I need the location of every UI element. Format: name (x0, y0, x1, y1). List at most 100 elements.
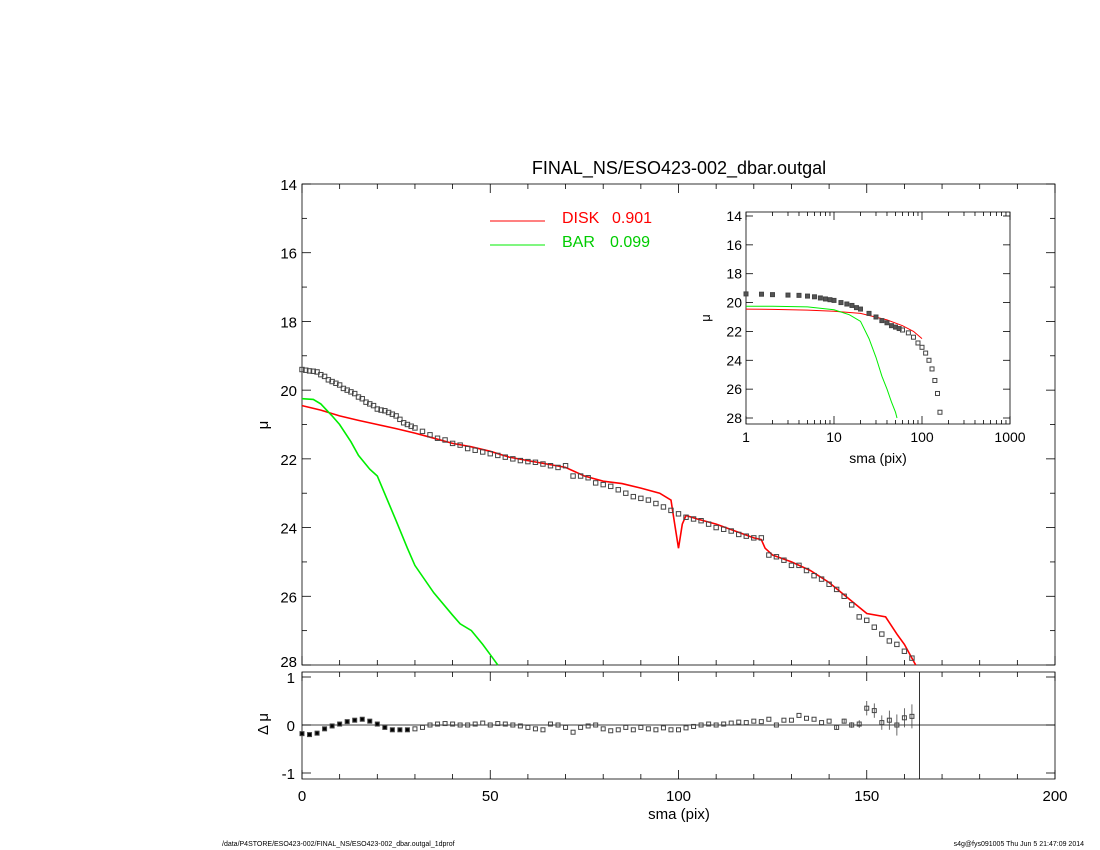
residual-point-marker (834, 724, 840, 730)
data-point-marker (310, 368, 316, 374)
data-point-marker (901, 648, 908, 654)
residual-point-marker (435, 721, 441, 727)
data-point-marker (660, 504, 667, 510)
data-point-marker (434, 435, 441, 441)
data-point-marker (773, 554, 780, 560)
data-point-marker (841, 593, 847, 599)
residual-point-marker (751, 718, 757, 724)
data-point-marker (781, 557, 787, 563)
data-point-marker (321, 373, 328, 380)
residual-point-marker (389, 727, 395, 733)
data-point-marker (352, 390, 358, 397)
data-point-marker (592, 480, 599, 486)
inset-data-point-marker (827, 297, 833, 303)
residual-point-marker (532, 726, 538, 732)
residual-point-marker (472, 721, 478, 727)
inset-data-point-marker (888, 323, 894, 329)
data-point-marker (555, 464, 561, 471)
residual-point-marker (788, 717, 794, 723)
residual-point-marker (344, 719, 350, 725)
inset-data-point-marker (899, 327, 905, 333)
main-y-tick-label: 28 (280, 654, 297, 671)
residual-point-marker (540, 727, 546, 733)
data-point-marker (848, 602, 855, 608)
residual-point-marker (713, 722, 719, 728)
residual-point-marker (819, 720, 825, 726)
inset-data-point-marker (758, 291, 764, 297)
data-point-marker (495, 452, 501, 459)
inset-x-axis: 1 10 100 1000 (742, 212, 1026, 445)
main-series-group (299, 366, 917, 666)
data-point-marker (871, 624, 877, 630)
data-point-marker (751, 535, 757, 541)
data-point-marker (378, 407, 384, 413)
inset-data-point-marker (785, 292, 791, 298)
data-point-marker (720, 526, 727, 532)
inset-y-tick-label: 28 (726, 410, 742, 426)
x-axis-label: sma (pix) (648, 806, 710, 823)
residual-series-group (299, 672, 1055, 779)
inset-data-point-marker (934, 390, 940, 396)
data-point-marker (397, 416, 403, 423)
data-point-marker (736, 531, 742, 538)
residual-point-marker (660, 725, 666, 731)
main-y-tick-label: 18 (280, 314, 297, 331)
data-point-marker (502, 454, 509, 460)
x-tick-label: 0 (298, 788, 306, 805)
inset-plot: 14 16 18 20 22 24 26 28 1 10 100 1000 μ sma (pix) (698, 208, 1026, 466)
residual-point-marker (299, 731, 305, 737)
data-point-marker (811, 572, 817, 579)
residual-point-marker (593, 722, 599, 728)
residual-point-marker (374, 721, 380, 727)
residual-y-tick-label: -1 (282, 766, 295, 783)
inset-y-axis-label: μ (698, 314, 713, 322)
data-point-marker (826, 581, 832, 587)
residual-point-marker (766, 716, 772, 722)
inset-y-tick-label: 26 (726, 381, 742, 397)
inset-data-point-marker (915, 340, 921, 346)
data-point-marker (833, 586, 840, 593)
inset-data-point-marker (796, 292, 802, 298)
residual-point-marker (510, 722, 516, 728)
data-point-marker (510, 456, 516, 462)
residual-plot: -101 0 50 100 150 200 Δ μ sma (pix) (255, 670, 1068, 823)
residual-point-marker (337, 721, 343, 727)
residual-point-marker (894, 722, 900, 728)
residual-point-marker (419, 724, 425, 730)
main-y-tick-label: 14 (280, 177, 297, 194)
inset-x-tick-label: 1000 (994, 429, 1025, 445)
main-y-axis-label: μ (255, 421, 272, 430)
main-y-tick-label: 20 (280, 383, 297, 400)
inset-data-point-marker (896, 326, 902, 332)
data-point-marker (645, 497, 652, 503)
residual-point-marker (495, 721, 501, 727)
data-point-marker (668, 507, 674, 514)
inset-y-tick-label: 16 (726, 237, 742, 253)
residual-point-marker (352, 717, 358, 723)
residual-point-marker (367, 718, 373, 724)
residual-point-marker (668, 727, 674, 733)
data-point-marker (374, 406, 381, 412)
data-point-marker (336, 382, 343, 388)
data-point-marker (909, 655, 915, 661)
residual-point-marker (638, 724, 644, 730)
residual-point-marker (698, 722, 704, 728)
residual-point-marker (555, 722, 561, 728)
data-point-marker (796, 562, 802, 569)
residual-point-marker (683, 725, 689, 731)
residual-y-axis-label: Δ μ (255, 713, 272, 735)
data-point-marker (532, 459, 539, 465)
residual-point-marker (442, 721, 448, 727)
residual-point-marker (314, 730, 320, 736)
data-point-marker (540, 461, 546, 467)
data-point-marker (608, 483, 614, 490)
inset-y-tick-label: 22 (726, 323, 742, 339)
residual-point-marker (736, 719, 742, 725)
inset-y-tick-label: 24 (726, 352, 742, 368)
residual-point-marker (909, 713, 915, 719)
data-point-marker (728, 528, 734, 534)
inset-data-point-marker (853, 305, 859, 311)
residual-point-marker (841, 718, 847, 724)
data-point-marker (442, 437, 448, 443)
